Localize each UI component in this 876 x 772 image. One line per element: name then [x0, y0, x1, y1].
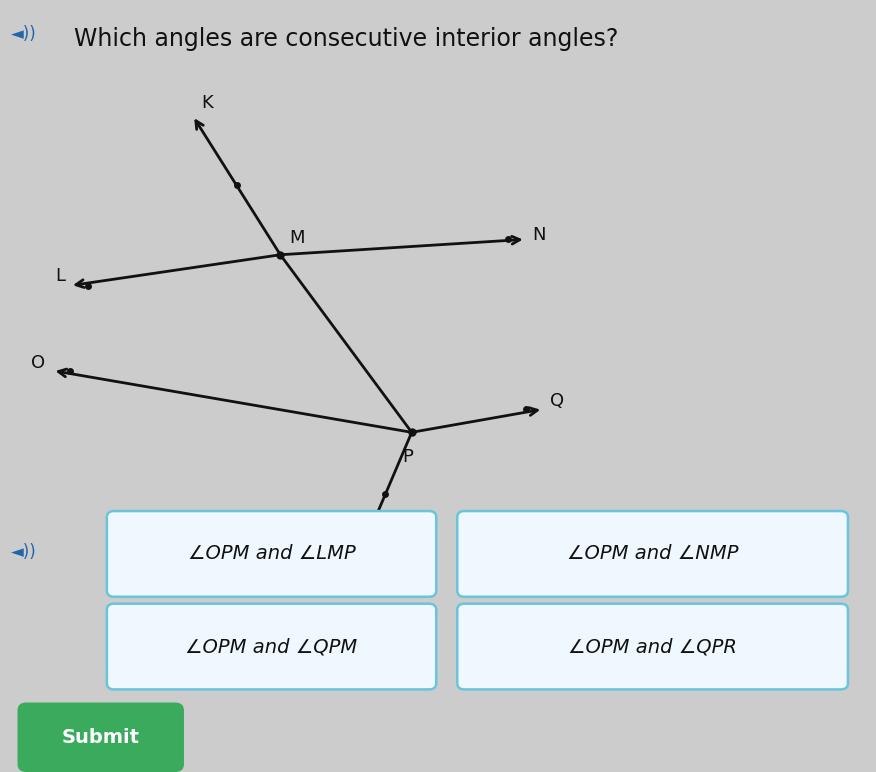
Text: ∠OPM and ∠QPM: ∠OPM and ∠QPM: [186, 637, 357, 656]
Text: ∠OPM and ∠NMP: ∠OPM and ∠NMP: [567, 544, 738, 564]
Text: M: M: [289, 229, 305, 247]
FancyBboxPatch shape: [457, 604, 848, 689]
Text: N: N: [533, 226, 546, 245]
FancyBboxPatch shape: [107, 604, 436, 689]
Text: ∠OPM and ∠LMP: ∠OPM and ∠LMP: [187, 544, 356, 564]
Text: Which angles are consecutive interior angles?: Which angles are consecutive interior an…: [74, 27, 618, 51]
Text: Q: Q: [550, 392, 564, 411]
Text: L: L: [56, 267, 66, 286]
Text: R: R: [368, 562, 380, 580]
FancyBboxPatch shape: [107, 511, 436, 597]
Text: P: P: [402, 448, 413, 466]
Text: ◄)): ◄)): [11, 25, 36, 42]
Text: O: O: [32, 354, 46, 372]
FancyBboxPatch shape: [457, 511, 848, 597]
Text: ∠OPM and ∠QPR: ∠OPM and ∠QPR: [569, 637, 737, 656]
Text: ◄)): ◄)): [11, 543, 36, 561]
FancyBboxPatch shape: [18, 703, 184, 772]
Text: Submit: Submit: [61, 728, 140, 747]
Text: K: K: [201, 94, 213, 112]
